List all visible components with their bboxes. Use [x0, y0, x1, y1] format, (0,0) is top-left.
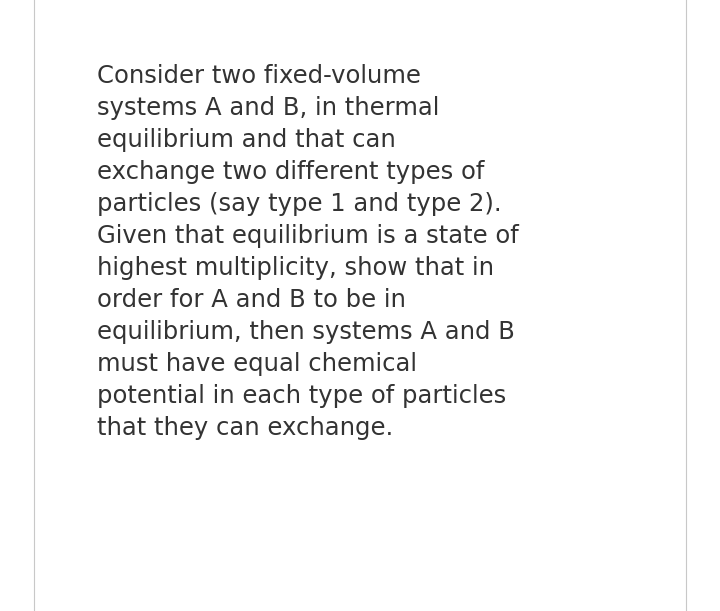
Text: Consider two fixed-volume
systems A and B, in thermal
equilibrium and that can
e: Consider two fixed-volume systems A and …: [97, 64, 519, 440]
